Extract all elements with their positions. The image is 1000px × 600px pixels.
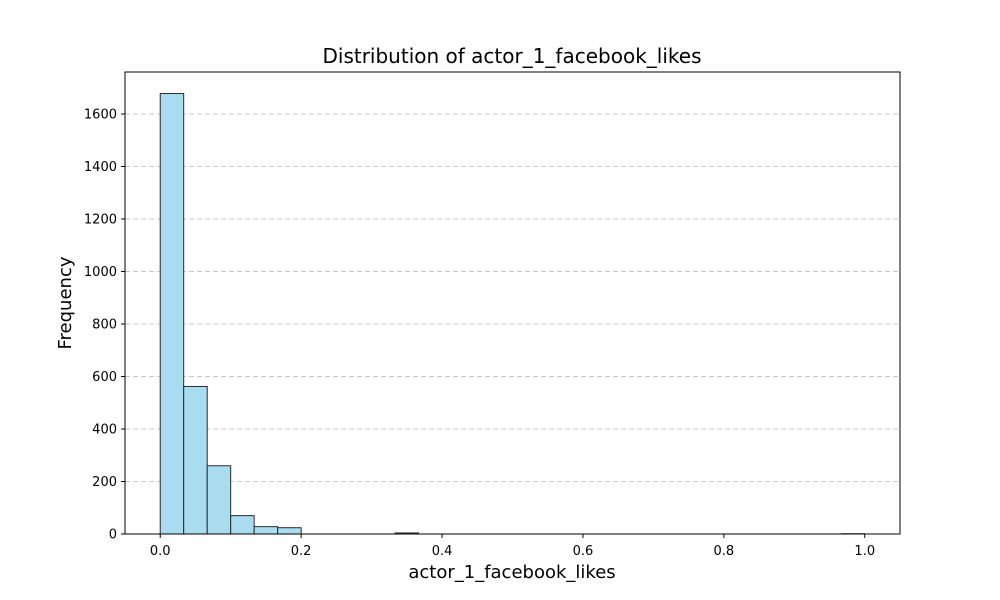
- y-tick-label: 400: [92, 423, 117, 438]
- y-tick-label: 600: [92, 370, 117, 385]
- y-tick-label: 200: [92, 475, 117, 490]
- y-tick-label: 0: [109, 528, 117, 543]
- histogram-bar: [230, 515, 255, 535]
- histogram-bar: [183, 385, 208, 535]
- x-axis-ticks: 0.0 0.2 0.4 0.6 0.8 1.0: [150, 534, 875, 559]
- y-axis-ticks: 0 200 400 600 800 1000 1200 1400 1600: [84, 108, 125, 543]
- histogram-bar: [206, 465, 232, 535]
- y-tick-label: 1200: [84, 213, 117, 228]
- x-tick-label: 0.6: [573, 544, 594, 559]
- plot-area: [125, 72, 900, 534]
- grid-lines: [125, 113, 900, 482]
- histogram-bar: [159, 93, 185, 535]
- y-tick-label: 1000: [84, 265, 117, 280]
- plot-frame: [124, 71, 901, 535]
- x-tick-label: 0.0: [150, 544, 171, 559]
- x-tick-label: 0.4: [432, 544, 453, 559]
- x-axis-label: actor_1_facebook_likes: [408, 562, 615, 583]
- y-axis-label: Frequency: [55, 256, 76, 349]
- x-tick-label: 0.2: [291, 544, 312, 559]
- x-tick-label: 1.0: [854, 544, 875, 559]
- chart-title: Distribution of actor_1_facebook_likes: [322, 44, 701, 68]
- y-tick-label: 1600: [84, 108, 117, 123]
- histogram-bar: [253, 526, 279, 535]
- y-tick-label: 1400: [84, 160, 117, 175]
- y-tick-label: 800: [92, 318, 117, 333]
- x-tick-label: 0.8: [714, 544, 735, 559]
- histogram-bar: [277, 527, 302, 535]
